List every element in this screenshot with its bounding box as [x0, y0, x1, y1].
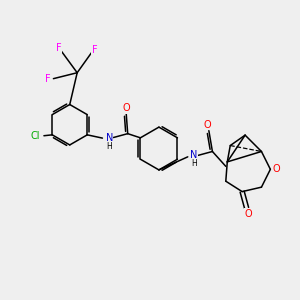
Text: N: N [106, 133, 113, 142]
Text: F: F [45, 74, 51, 84]
Text: O: O [204, 120, 211, 130]
Text: H: H [106, 142, 112, 151]
Text: Cl: Cl [31, 131, 40, 141]
Text: F: F [92, 44, 97, 55]
Text: O: O [122, 103, 130, 113]
Text: N: N [190, 150, 198, 161]
Text: O: O [244, 209, 252, 219]
Text: F: F [56, 43, 61, 53]
Text: H: H [191, 159, 197, 168]
Text: O: O [272, 164, 280, 174]
